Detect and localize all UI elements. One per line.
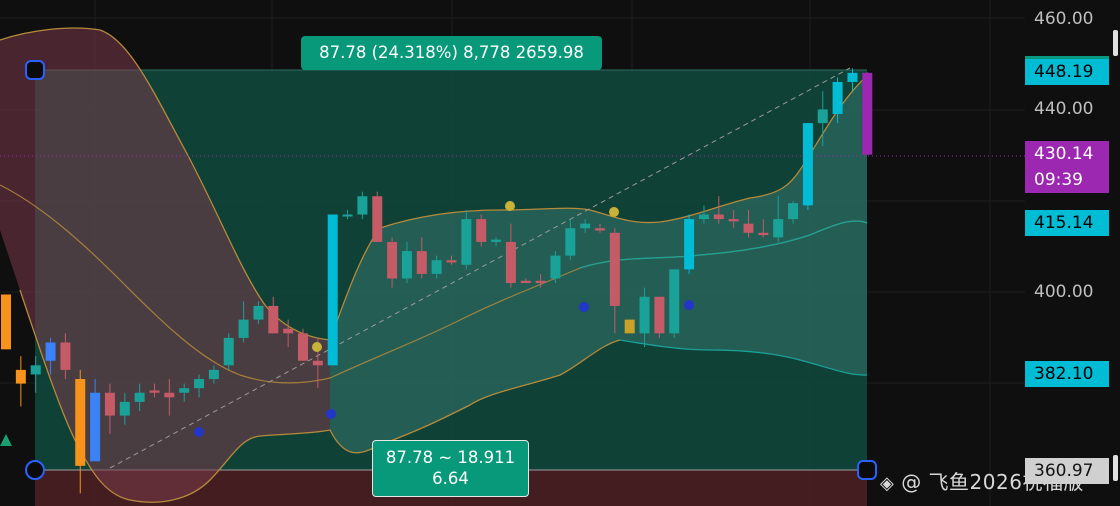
candle-body: [268, 305, 279, 334]
candle-body: [802, 123, 813, 206]
candle-body: [357, 196, 368, 215]
candle-body: [595, 228, 605, 231]
candle-body: [15, 369, 26, 384]
candle-body: [416, 251, 427, 274]
candle-body: [773, 219, 784, 238]
candle-body: [565, 228, 576, 256]
bollinger-main-fill: [330, 76, 867, 453]
candle-body: [104, 392, 115, 416]
measure-handle-bottom-right[interactable]: [857, 460, 877, 480]
candle-body: [698, 214, 709, 220]
scrollbar-thumb[interactable]: [1113, 455, 1118, 481]
signal-dot: [312, 342, 322, 352]
candle-body: [520, 280, 531, 284]
candle-body: [669, 269, 680, 334]
price-label: 430.14: [1025, 141, 1109, 168]
signal-dot: [579, 302, 589, 312]
candle-body: [179, 388, 190, 393]
candle-body: [743, 223, 754, 233]
candle-body: [758, 232, 769, 236]
candle-body: [461, 219, 472, 265]
candle-body: [505, 241, 516, 284]
candle-body: [223, 337, 234, 366]
measure-bottom-line2: 6.64: [432, 469, 469, 488]
bollinger-upper-band: [0, 27, 868, 341]
signal-dot: [326, 409, 336, 419]
measure-bottom-label: 87.78 ~ 18.911 6.64: [372, 440, 529, 497]
candle-body: [624, 319, 635, 334]
candle-body: [1, 294, 11, 350]
candle-body: [327, 214, 338, 366]
candle-body: [208, 369, 219, 380]
candle-body: [713, 214, 724, 220]
candle-body: [580, 223, 591, 229]
price-label: 382.10: [1025, 361, 1109, 387]
candle-body: [431, 260, 442, 274]
candle-body: [164, 392, 175, 398]
candle-body: [728, 219, 739, 222]
candle-body: [788, 203, 799, 220]
candle-body: [476, 219, 487, 242]
price-label: 440.00: [1034, 99, 1094, 120]
measure-handle-top-left[interactable]: [25, 60, 45, 80]
candle-body: [372, 196, 383, 242]
candle-body: [550, 255, 561, 279]
candle-body: [342, 214, 353, 217]
candle-body: [609, 232, 620, 306]
up-arrow-icon: [0, 434, 12, 446]
scrollbar-thumb[interactable]: [1113, 30, 1118, 56]
candle-body: [298, 333, 308, 361]
price-label: 360.97: [1025, 458, 1109, 484]
signal-dot: [194, 427, 204, 437]
measure-handle-bottom-left[interactable]: [25, 460, 45, 480]
signal-dot: [684, 300, 694, 310]
candle-body: [90, 392, 101, 462]
candle-body: [30, 365, 41, 375]
bollinger-middle-band-right: [579, 220, 868, 269]
signal-dot: [609, 207, 619, 217]
candles: [1, 68, 873, 494]
candle-body: [847, 72, 858, 82]
candle-body: [654, 296, 665, 334]
measure-bottom-line1: 87.78 ~ 18.911: [385, 448, 516, 467]
candle-body: [832, 81, 843, 114]
bollinger-lower-band-right: [619, 339, 868, 376]
candle-body: [60, 342, 71, 370]
candle-body: [119, 401, 130, 416]
candle-body: [535, 280, 546, 284]
candle-body: [75, 379, 86, 466]
candle-body: [149, 390, 160, 393]
candle-body: [194, 379, 205, 389]
candle-body: [45, 342, 56, 361]
price-label: 448.19: [1025, 58, 1109, 85]
candle-body: [387, 241, 398, 279]
candle-body: [446, 260, 457, 263]
candle-body: [639, 296, 650, 334]
candle-body: [238, 319, 249, 338]
candle-body: [401, 251, 412, 279]
candle-body: [684, 219, 695, 270]
signal-dot: [505, 201, 515, 211]
price-label: 415.14: [1025, 210, 1109, 236]
price-label: 400.00: [1034, 282, 1094, 303]
candle-body: [312, 360, 323, 366]
binance-logo-icon: ◈: [880, 473, 895, 494]
candle-body: [817, 109, 828, 124]
measure-top-label: 87.78 (24.318%) 8,778 2659.98: [301, 36, 602, 70]
candle-body: [253, 305, 264, 320]
candle-body: [134, 392, 145, 402]
candle-body: [491, 239, 502, 242]
price-label: 09:39: [1025, 167, 1109, 194]
price-label: 460.00: [1034, 9, 1094, 29]
candle-body: [862, 72, 873, 155]
candle-body: [283, 328, 294, 334]
